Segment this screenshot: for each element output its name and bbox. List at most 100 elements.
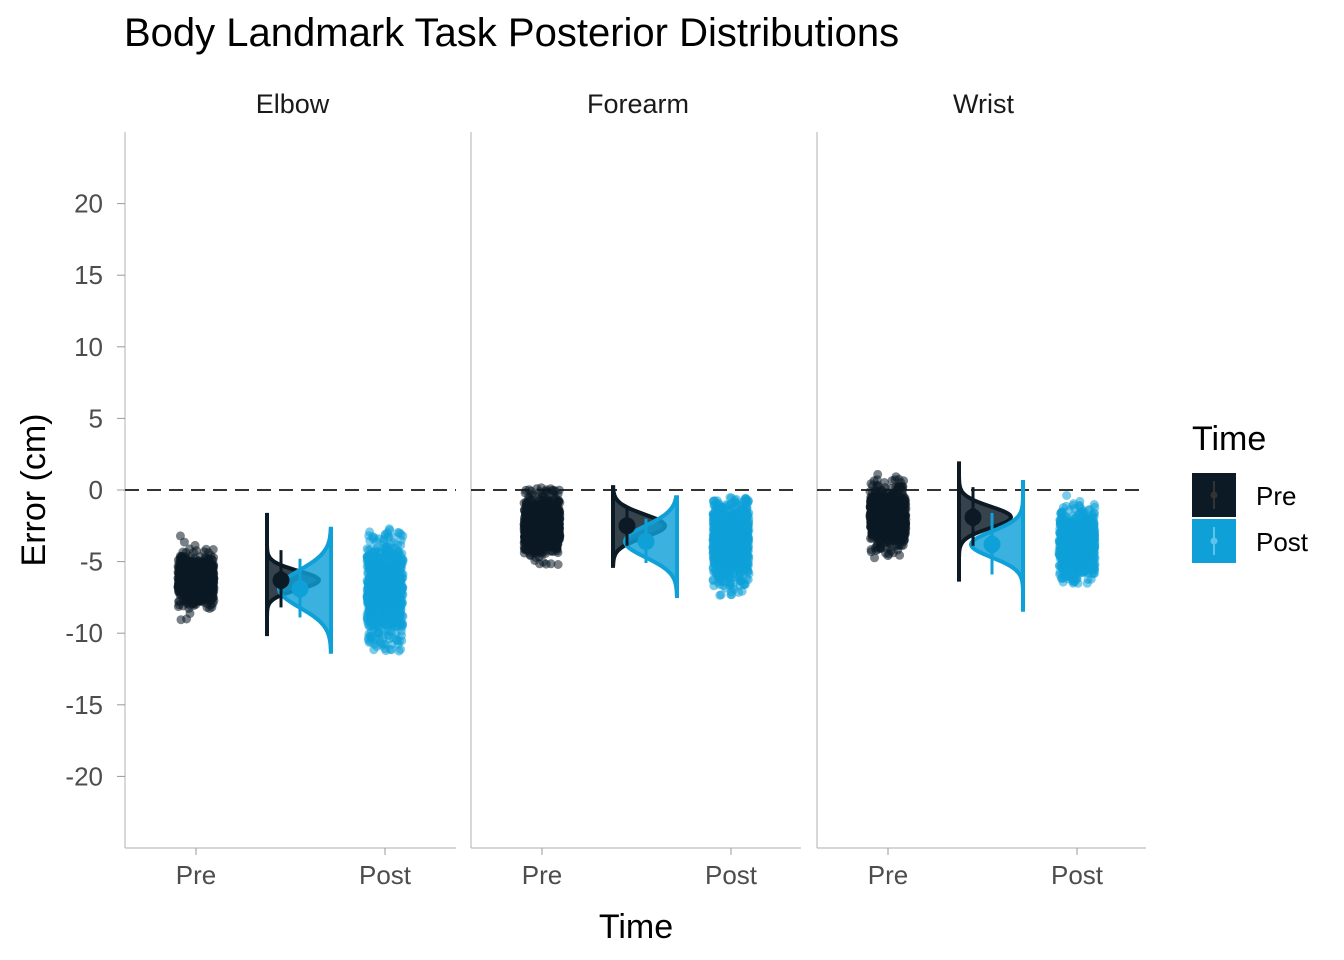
sample-point <box>728 515 738 525</box>
sample-point <box>177 554 187 564</box>
sample-point <box>530 556 540 565</box>
facet-strip-label: Elbow <box>256 89 330 119</box>
points-pre <box>173 531 219 625</box>
sample-point <box>710 496 720 506</box>
sample-point <box>206 561 216 571</box>
sample-point <box>378 619 388 629</box>
x-tick-label: Post <box>705 860 758 890</box>
sample-point <box>386 601 396 611</box>
sample-point <box>865 487 875 496</box>
x-tick-label: Pre <box>868 860 908 890</box>
sample-point <box>721 583 731 593</box>
mean-point <box>291 580 309 598</box>
points-pre <box>519 483 565 569</box>
sample-point <box>388 538 398 547</box>
facet-forearm: Forearm Pre Post <box>470 89 801 890</box>
sample-point <box>365 527 375 537</box>
sample-point <box>372 589 382 599</box>
sample-point <box>183 563 193 573</box>
sample-point <box>207 602 217 612</box>
x-tick-label: Post <box>359 860 412 890</box>
sample-point <box>365 536 375 546</box>
sample-point <box>364 562 374 572</box>
sample-point <box>384 524 394 534</box>
sample-point <box>738 557 748 567</box>
sample-point <box>525 536 535 546</box>
sample-point <box>717 528 727 538</box>
sample-point <box>374 564 384 574</box>
sample-point <box>540 496 549 506</box>
sample-point <box>519 498 529 508</box>
sample-point <box>737 505 746 515</box>
sample-point <box>394 646 404 656</box>
facet-strip-label: Wrist <box>953 89 1014 119</box>
mean-point <box>637 533 655 551</box>
sample-point <box>183 582 193 592</box>
sample-point <box>397 584 407 594</box>
sample-point <box>730 528 740 538</box>
points-post <box>708 493 754 600</box>
sample-point <box>901 524 910 534</box>
sample-point <box>185 608 195 618</box>
sample-point <box>395 550 405 560</box>
sample-point <box>537 540 547 549</box>
sample-point <box>898 506 908 516</box>
sample-point <box>743 534 753 544</box>
sample-point <box>179 537 189 547</box>
x-tick-label: Post <box>1051 860 1104 890</box>
sample-point <box>395 598 405 608</box>
sample-point <box>184 573 194 583</box>
sample-point <box>739 579 749 589</box>
sample-point <box>382 585 392 595</box>
sample-point <box>519 523 529 533</box>
sample-point <box>884 502 894 512</box>
sample-point <box>548 542 558 552</box>
sample-point <box>898 485 907 495</box>
sample-point <box>367 548 377 557</box>
sample-point <box>395 636 404 646</box>
sample-point <box>866 547 876 557</box>
sample-point <box>867 507 876 517</box>
sample-point <box>875 543 885 553</box>
sample-point <box>198 591 208 601</box>
sample-point <box>192 561 202 571</box>
sample-point <box>185 600 195 610</box>
sample-point <box>872 480 882 490</box>
sample-point <box>527 521 537 531</box>
mean-point <box>618 517 636 535</box>
sample-point <box>720 562 730 572</box>
sample-point <box>866 518 876 528</box>
sample-point <box>884 537 894 547</box>
sample-point <box>894 474 904 484</box>
points-pre <box>865 469 911 563</box>
sample-point <box>393 528 403 537</box>
sample-point <box>378 576 388 586</box>
sample-point <box>180 589 190 599</box>
sample-point <box>734 587 744 597</box>
sample-point <box>545 511 555 521</box>
x-tick-label: Pre <box>522 860 562 890</box>
sample-point <box>735 566 745 576</box>
sample-point <box>895 550 905 560</box>
sample-point <box>374 634 384 644</box>
sample-point <box>197 574 207 584</box>
sample-point <box>366 578 376 588</box>
sample-point <box>178 547 188 557</box>
mean-point <box>272 571 290 589</box>
sample-point <box>372 555 382 565</box>
sample-point <box>531 506 541 516</box>
sample-point <box>201 544 211 554</box>
facet-strip-label: Forearm <box>587 89 689 119</box>
sample-point <box>552 501 562 511</box>
sample-point <box>368 617 377 627</box>
points-post <box>1054 491 1100 588</box>
sample-point <box>390 570 400 580</box>
facet-wrist: Wrist Pre Post <box>816 89 1146 890</box>
sample-point <box>173 602 183 612</box>
sample-point <box>397 620 407 630</box>
sample-point <box>209 573 219 583</box>
points-post <box>362 524 408 656</box>
